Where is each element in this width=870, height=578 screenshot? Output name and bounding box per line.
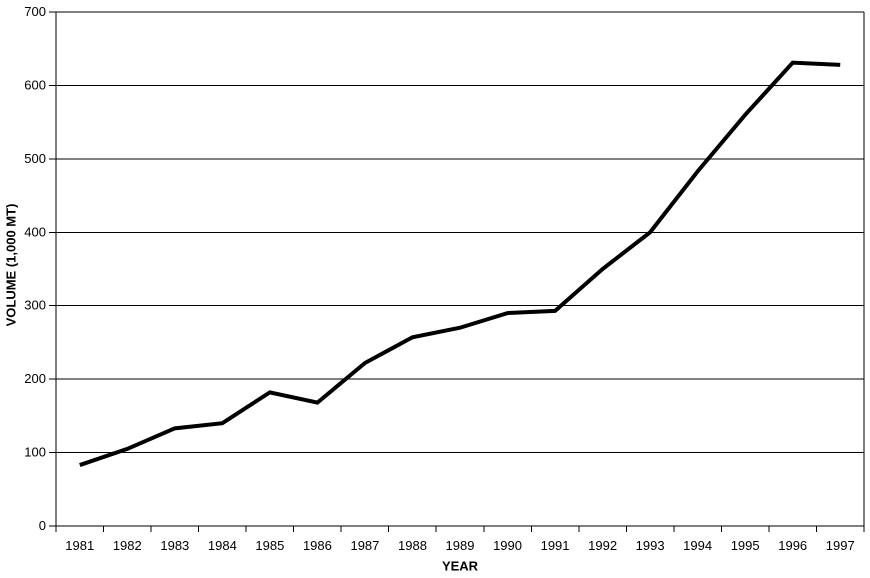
x-tick-label: 1988 [398, 538, 427, 553]
x-tick-label: 1994 [683, 538, 712, 553]
y-tick-label: 300 [24, 298, 46, 313]
x-tick-label: 1993 [636, 538, 665, 553]
x-tick-label: 1985 [255, 538, 284, 553]
x-tick-label: 1995 [731, 538, 760, 553]
y-tick-label: 100 [24, 445, 46, 460]
y-tick-label: 0 [39, 518, 46, 533]
x-tick-label: 1984 [208, 538, 237, 553]
y-tick-label: 500 [24, 151, 46, 166]
y-tick-label: 700 [24, 4, 46, 19]
x-tick-label: 1997 [826, 538, 855, 553]
x-tick-label: 1991 [541, 538, 570, 553]
x-tick-label: 1986 [303, 538, 332, 553]
x-tick-label: 1987 [350, 538, 379, 553]
x-tick-label: 1989 [446, 538, 475, 553]
x-tick-label: 1996 [778, 538, 807, 553]
x-tick-label: 1982 [113, 538, 142, 553]
x-axis-title: YEAR [441, 558, 479, 574]
y-axis-title: VOLUME (1,000 MT) [3, 203, 19, 327]
y-tick-label: 600 [24, 77, 46, 92]
y-tick-label: 400 [24, 224, 46, 239]
x-tick-label: 1990 [493, 538, 522, 553]
x-tick-label: 1983 [160, 538, 189, 553]
y-tick-label: 200 [24, 371, 46, 386]
x-tick-label: 1981 [65, 538, 94, 553]
volume-data-line [79, 60, 841, 467]
x-tick-label: 1992 [588, 538, 617, 553]
